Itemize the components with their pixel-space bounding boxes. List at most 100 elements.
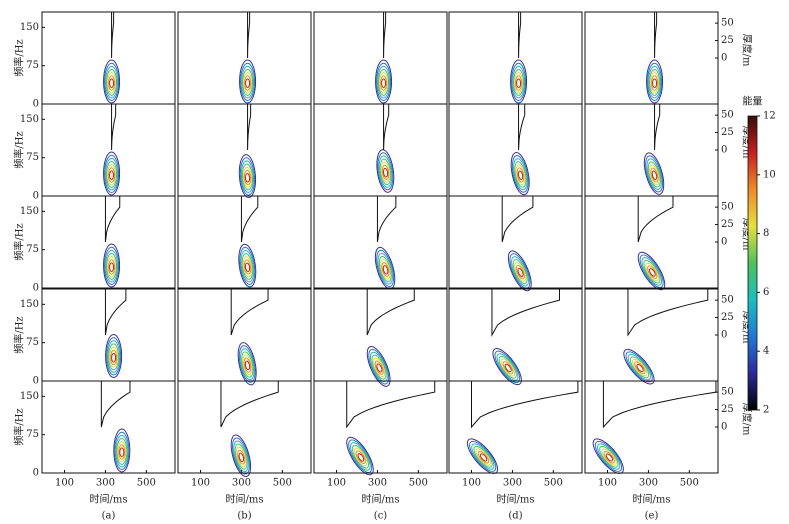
contour — [105, 334, 123, 378]
wedge — [247, 104, 252, 151]
x-tick-label: 100 — [462, 478, 481, 489]
contour — [238, 345, 256, 383]
y-tick-label: 150 — [20, 114, 39, 125]
wedge — [230, 289, 269, 336]
wedge — [104, 289, 127, 336]
colorbar-tick-label: 4 — [763, 346, 769, 357]
y-tick-label: 75 — [26, 60, 39, 71]
y2-tick-label: 25 — [721, 35, 734, 46]
contour — [109, 78, 115, 89]
contour — [106, 68, 118, 96]
contour — [240, 160, 255, 193]
contour — [650, 72, 660, 94]
contour — [377, 65, 391, 99]
contour — [594, 440, 623, 472]
contour — [375, 59, 393, 104]
contour — [634, 361, 646, 375]
contour — [242, 166, 253, 188]
contour — [649, 268, 656, 277]
contour — [641, 257, 663, 286]
y-axis-label: 频率/Hz — [13, 131, 26, 168]
contour — [479, 453, 488, 462]
contour — [513, 158, 528, 191]
y-axis-label: 频率/Hz — [13, 39, 26, 76]
contour — [601, 448, 617, 466]
panel-frame — [448, 380, 583, 474]
contour — [368, 348, 390, 385]
contour — [381, 164, 390, 181]
contour — [515, 75, 523, 91]
y-tick-label: 150 — [20, 22, 39, 33]
column-label: (a) — [102, 511, 116, 522]
wedge — [111, 12, 115, 59]
contour — [346, 436, 374, 476]
contour — [509, 253, 531, 289]
panel-frame — [313, 380, 448, 474]
contour — [109, 170, 115, 181]
contour — [377, 152, 394, 191]
contour — [238, 154, 257, 199]
y2-tick-label: 25 — [721, 404, 734, 415]
y2-tick-label: 50 — [721, 18, 734, 29]
contour — [103, 59, 121, 104]
contour — [380, 75, 388, 91]
contour — [244, 75, 252, 91]
contour — [109, 346, 119, 368]
contour — [510, 59, 528, 104]
x-axis-label: 时间/ms — [633, 493, 671, 506]
contour — [244, 360, 251, 371]
y-tick-label: 75 — [26, 429, 39, 440]
y-tick-label: 75 — [26, 244, 39, 255]
wedge — [346, 381, 436, 429]
contour — [243, 259, 252, 275]
contour — [106, 160, 118, 188]
contour — [116, 437, 128, 465]
contour — [471, 443, 495, 470]
wedge — [111, 104, 117, 151]
contour — [603, 450, 615, 464]
contour — [241, 65, 255, 99]
contour — [649, 68, 661, 96]
contour — [242, 68, 254, 96]
contour — [108, 259, 116, 275]
contour — [351, 444, 370, 469]
y-tick-label: 0 — [33, 468, 39, 479]
contour — [599, 445, 619, 468]
contour — [244, 262, 251, 273]
wedge — [383, 12, 387, 59]
wedge — [518, 104, 526, 151]
contour — [239, 246, 256, 285]
x-tick-label: 500 — [409, 478, 428, 489]
y2-tick-label: 25 — [721, 219, 734, 230]
contour — [469, 440, 497, 472]
x-axis-label: 时间/ms — [226, 493, 264, 506]
panel-frame — [41, 380, 176, 474]
column-label: (b) — [237, 511, 251, 522]
contour — [235, 446, 247, 468]
contour — [496, 353, 519, 381]
contour — [110, 349, 118, 366]
colorbar-tick-label: 10 — [763, 169, 776, 180]
contour — [239, 59, 257, 104]
contour — [243, 72, 253, 94]
contour — [645, 262, 659, 282]
contour — [647, 265, 658, 280]
contour — [238, 452, 245, 463]
contour — [510, 152, 530, 196]
contour — [511, 155, 529, 193]
contour — [596, 443, 621, 470]
contour — [108, 167, 116, 183]
y2-tick-label: 25 — [721, 127, 734, 138]
y-tick-label: 0 — [33, 99, 39, 110]
wedge — [637, 196, 674, 243]
contour — [108, 343, 120, 371]
y2-tick-label: 25 — [721, 312, 734, 323]
wedge — [491, 289, 560, 337]
wedge — [247, 12, 251, 59]
contour — [353, 447, 368, 467]
contour — [515, 264, 525, 280]
x-tick-label: 300 — [96, 478, 115, 489]
contour — [651, 170, 658, 181]
x-tick-label: 100 — [598, 478, 617, 489]
y2-tick-label: 0 — [721, 53, 727, 64]
